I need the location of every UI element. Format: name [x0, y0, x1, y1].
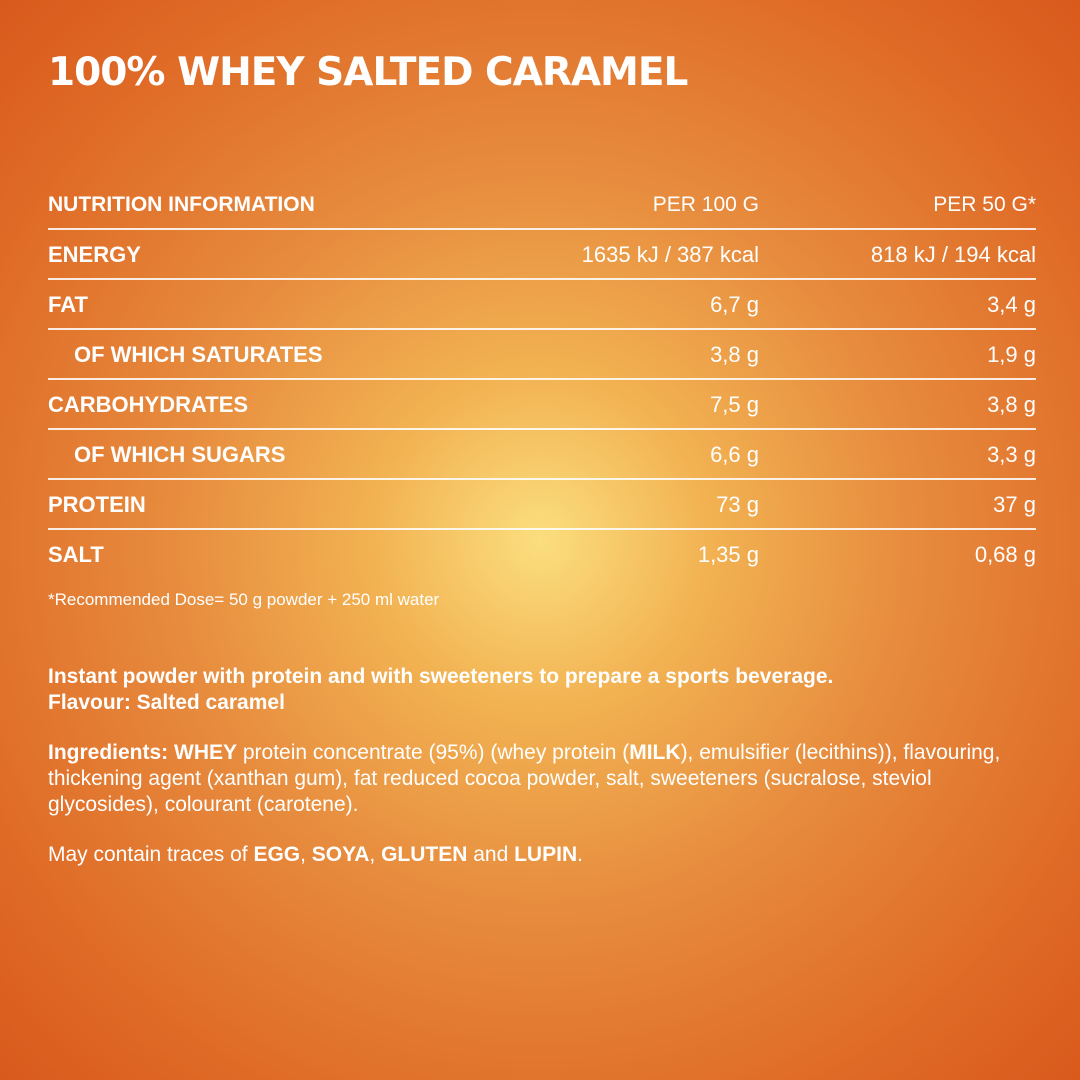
column-header-per-100g: PER 100 G	[652, 193, 759, 216]
allergen-end: .	[577, 843, 583, 866]
value-per-100g: 7,5 g	[710, 392, 759, 417]
allergen-whey: WHEY	[174, 741, 238, 764]
product-description: Instant powder with protein and with swe…	[48, 664, 1038, 716]
value-per-100g: 3,8 g	[710, 342, 759, 367]
row-divider	[48, 378, 1036, 380]
value-per-100g: 73 g	[716, 492, 759, 517]
value-per-50g: 1,9 g	[987, 342, 1036, 367]
nutrient-label: OF WHICH SATURATES	[74, 342, 323, 367]
allergen-separator: ,	[300, 843, 312, 866]
table-row: CARBOHYDRATES 7,5 g 3,8 g	[48, 380, 1036, 430]
value-per-50g: 3,3 g	[987, 442, 1036, 467]
allergen-lupin: LUPIN	[514, 843, 578, 866]
table-row: ENERGY 1635 kJ / 387 kcal 818 kJ / 194 k…	[48, 230, 1036, 280]
row-divider	[48, 278, 1036, 280]
allergen-egg: EGG	[253, 843, 301, 866]
nutrient-label: ENERGY	[48, 242, 141, 267]
value-per-100g: 6,7 g	[710, 292, 759, 317]
ingredients-part: protein concentrate (95%) (whey protein …	[237, 741, 630, 764]
value-per-50g: 3,8 g	[987, 392, 1036, 417]
column-header-nutrient: NUTRITION INFORMATION	[48, 193, 315, 216]
nutrient-label: FAT	[48, 292, 88, 317]
value-per-100g: 6,6 g	[710, 442, 759, 467]
ingredients-label: Ingredients:	[48, 741, 169, 764]
table-row: OF WHICH SATURATES 3,8 g 1,9 g	[48, 330, 1036, 380]
value-per-50g: 3,4 g	[987, 292, 1036, 317]
row-divider	[48, 228, 1036, 230]
allergen-separator: ,	[369, 843, 382, 866]
value-per-50g: 37 g	[993, 492, 1036, 517]
table-header-row: NUTRITION INFORMATION PER 100 G PER 50 G…	[48, 180, 1036, 230]
nutrient-label: SALT	[48, 542, 104, 567]
flavour-line: Flavour: Salted caramel	[48, 691, 285, 714]
allergen-soya: SOYA	[311, 843, 370, 866]
value-per-50g: 0,68 g	[974, 542, 1036, 567]
ingredients-text: Ingredients: WHEY protein concentrate (9…	[48, 740, 1048, 818]
allergen-prefix: May contain traces of	[48, 843, 254, 866]
value-per-100g: 1,35 g	[697, 542, 759, 567]
value-per-100g: 1635 kJ / 387 kcal	[581, 242, 759, 267]
allergen-conjunction: and	[467, 843, 515, 866]
table-row: SALT 1,35 g 0,68 g	[48, 530, 1036, 580]
description-line: Instant powder with protein and with swe…	[48, 665, 834, 688]
row-divider	[48, 528, 1036, 530]
table-row: PROTEIN 73 g 37 g	[48, 480, 1036, 530]
value-per-50g: 818 kJ / 194 kcal	[870, 242, 1036, 267]
column-header-per-50g: PER 50 G*	[933, 193, 1036, 216]
nutrient-label: CARBOHYDRATES	[48, 392, 249, 417]
row-divider	[48, 478, 1036, 480]
nutrition-table: NUTRITION INFORMATION PER 100 G PER 50 G…	[48, 180, 1036, 580]
nutrient-label: OF WHICH SUGARS	[74, 442, 286, 467]
allergen-milk: MILK	[629, 741, 681, 764]
allergen-warning: May contain traces of EGG, SOYA, GLUTEN …	[48, 842, 1038, 868]
allergen-gluten: GLUTEN	[381, 843, 468, 866]
table-row: FAT 6,7 g 3,4 g	[48, 280, 1036, 330]
product-title: 100% WHEY SALTED CARAMEL	[48, 50, 688, 95]
nutrient-label: PROTEIN	[48, 492, 146, 517]
row-divider	[48, 328, 1036, 330]
row-divider	[48, 428, 1036, 430]
table-row: OF WHICH SUGARS 6,6 g 3,3 g	[48, 430, 1036, 480]
dose-footnote: *Recommended Dose= 50 g powder + 250 ml …	[48, 590, 440, 609]
ingredients-part: ), emulsifier (lecithins)), flavouring, …	[48, 741, 1001, 816]
